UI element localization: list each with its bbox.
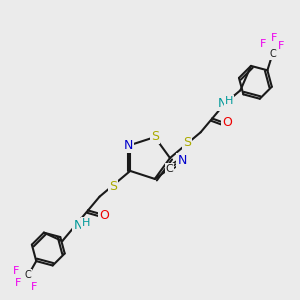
Text: H: H: [225, 96, 233, 106]
Text: F: F: [13, 266, 20, 276]
Text: C: C: [269, 49, 276, 59]
Text: S: S: [183, 136, 191, 149]
Text: F: F: [271, 33, 278, 43]
Text: C: C: [166, 164, 173, 174]
Text: F: F: [15, 278, 21, 288]
Text: S: S: [151, 130, 159, 142]
Text: O: O: [222, 116, 232, 129]
Text: N: N: [177, 154, 187, 167]
Text: C: C: [25, 270, 32, 280]
Text: N: N: [124, 139, 133, 152]
Text: H: H: [82, 218, 90, 228]
Text: F: F: [31, 282, 38, 292]
Text: N: N: [218, 97, 227, 110]
Text: O: O: [99, 209, 109, 222]
Text: S: S: [109, 180, 117, 193]
Text: F: F: [278, 41, 285, 51]
Text: N: N: [74, 219, 83, 232]
Text: F: F: [260, 39, 267, 49]
